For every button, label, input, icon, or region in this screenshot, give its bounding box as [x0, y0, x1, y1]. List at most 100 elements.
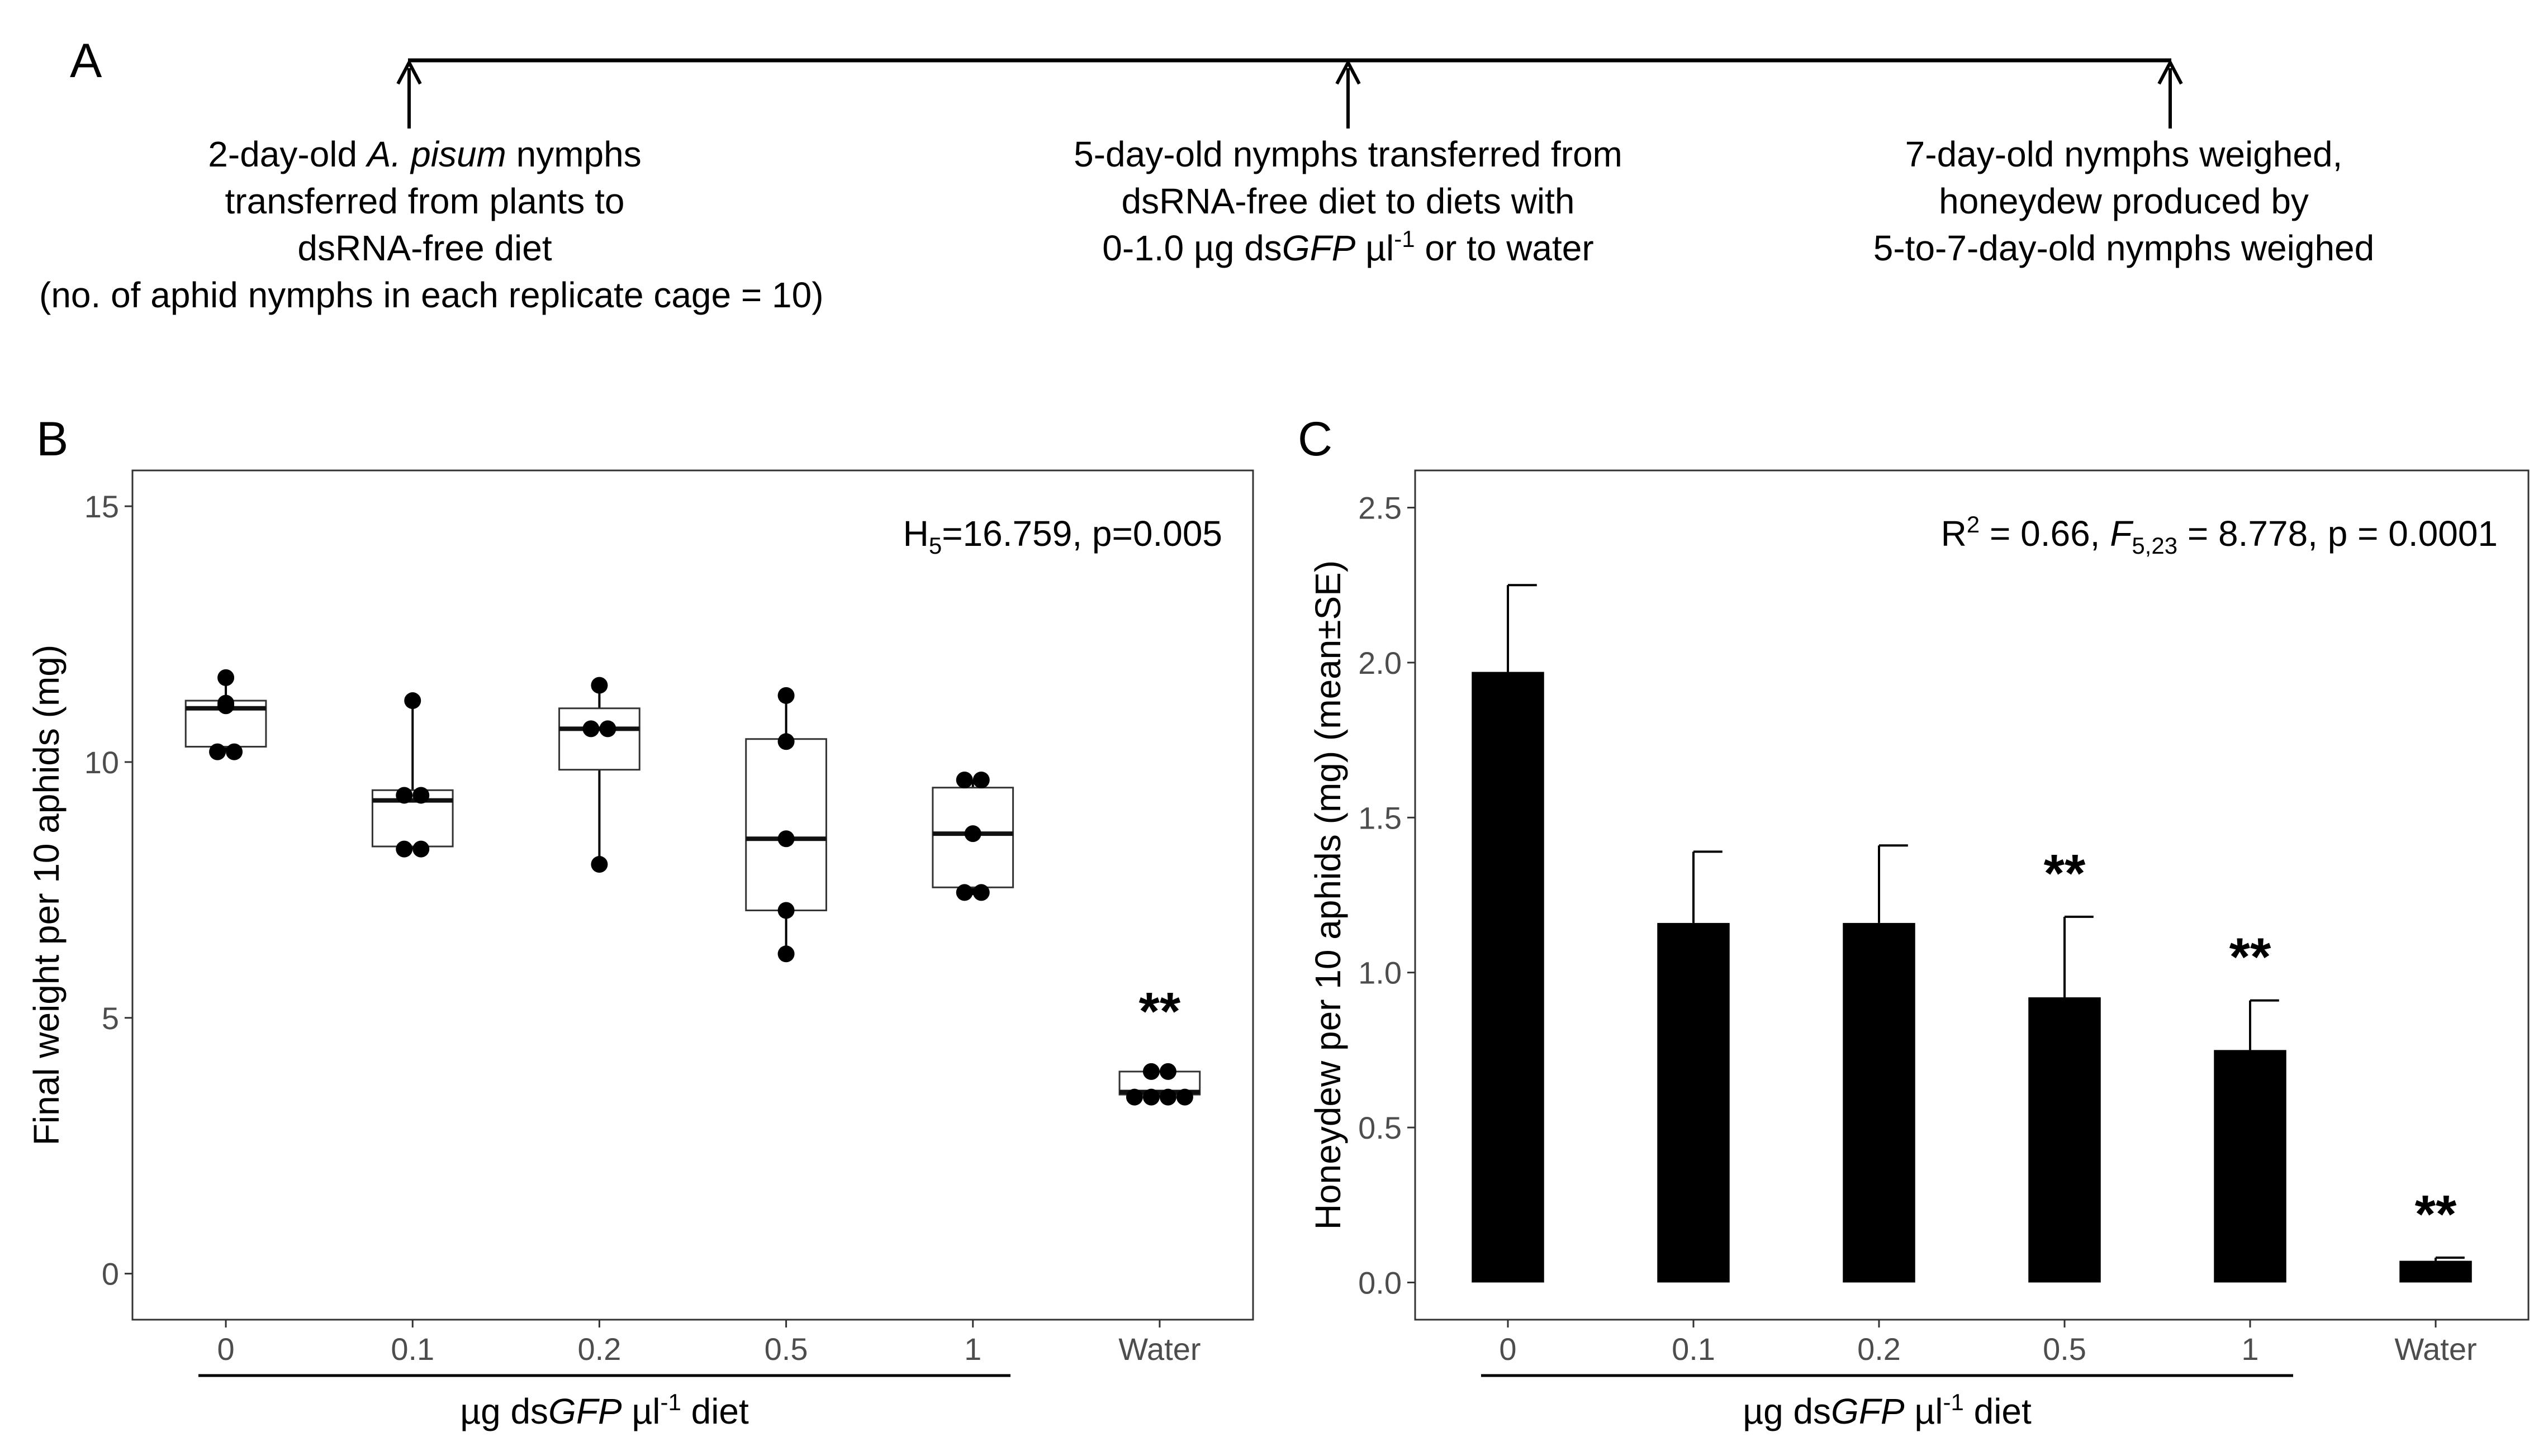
step-3-line-2: honeydew produced by — [1939, 181, 2309, 221]
x-axis-label: µg dsGFP µl-1 diet — [1743, 1389, 2032, 1431]
data-point — [591, 677, 608, 694]
x-tick-label: 0.5 — [2043, 1331, 2086, 1367]
significance-marker: ** — [2415, 1184, 2457, 1244]
x-tick-label: Water — [2394, 1331, 2476, 1367]
data-point — [777, 830, 795, 848]
step-3-line-1: 7-day-old nymphs weighed, — [1905, 134, 2343, 174]
y-tick-label: 1.5 — [1358, 800, 1402, 835]
y-axis-label: Final weight per 10 aphids (mg) — [26, 645, 67, 1145]
bar-1 — [2214, 1050, 2286, 1283]
panel-label: B — [36, 412, 68, 466]
data-point — [1126, 1088, 1143, 1106]
timeline-step-1-text: 2-day-old A. pisum nymphs transferred fro… — [39, 134, 824, 315]
y-tick-label: 15 — [84, 489, 119, 524]
data-point — [777, 687, 795, 704]
significance-marker: ** — [1139, 982, 1181, 1041]
x-axis-label: µg dsGFP µl-1 diet — [460, 1389, 749, 1431]
y-tick-label: 5 — [102, 1001, 119, 1036]
data-point — [1142, 1088, 1160, 1106]
stat-annotation: R2 = 0.66, F5,23 = 8.778, p = 0.0001 — [1941, 511, 2498, 559]
data-point — [777, 733, 795, 750]
bar-Water — [2399, 1260, 2472, 1283]
y-tick-label: 0.5 — [1358, 1110, 1402, 1145]
y-tick-label: 10 — [84, 745, 119, 780]
data-point — [1159, 1088, 1176, 1106]
step-2-line-2: dsRNA-free diet to diets with — [1122, 181, 1575, 221]
data-point — [582, 720, 600, 737]
stat-annotation: H5=16.759, p=0.005 — [903, 513, 1222, 559]
step-1-line-3: dsRNA-free diet — [297, 228, 552, 268]
y-axis-label: Honeydew per 10 aphids (mg) (mean±SE) — [1308, 560, 1348, 1230]
data-point — [209, 743, 226, 760]
data-point — [396, 840, 413, 858]
y-tick-label: 1.0 — [1358, 955, 1402, 991]
step-1-line-1: 2-day-old A. pisum nymphs — [208, 134, 641, 174]
bar-0.5 — [2028, 997, 2101, 1283]
data-point — [412, 787, 430, 804]
bar-0 — [1472, 672, 1544, 1283]
panel-label: C — [1298, 412, 1332, 466]
data-point — [226, 743, 243, 760]
data-point — [396, 787, 413, 804]
timeline-step-2-text: 5-day-old nymphs transferred from dsRNA-f… — [1074, 134, 1622, 268]
panel-c-barchart: C 0.0 0.5 1.0 1.5 2.0 2.5 0 0.1 0.2 0.5 1 Water Honey… — [1298, 412, 2530, 1431]
box-0.5 — [745, 687, 827, 963]
x-tick-label: 0.5 — [765, 1331, 808, 1367]
y-tick-label: 2.5 — [1358, 491, 1402, 526]
step-1-line-2: transferred from plants to — [225, 181, 625, 221]
data-point — [217, 697, 235, 715]
x-tick-label: Water — [1118, 1331, 1201, 1367]
panel-a: A 2-day-old A. pisum nymphs transferred f… — [39, 34, 2374, 315]
x-tick-label: 0 — [217, 1331, 235, 1367]
y-tick-label: 0.0 — [1358, 1265, 1402, 1300]
step-2-line-3: 0-1.0 µg dsGFP µl-1 or to water — [1102, 226, 1593, 268]
x-tick-label: 0.2 — [577, 1331, 621, 1367]
panel-a-label: A — [70, 34, 102, 88]
bar-0.2 — [1843, 922, 1915, 1283]
step-3-line-3: 5-to-7-day-old nymphs weighed — [1873, 228, 2374, 268]
box-iqr — [558, 707, 640, 771]
data-point — [956, 884, 973, 901]
step-2-line-1: 5-day-old nymphs transferred from — [1074, 134, 1622, 174]
x-tick-label: 0.2 — [1857, 1331, 1901, 1367]
timeline-arrow-2 — [1335, 59, 1361, 129]
timeline-arrow-1 — [396, 59, 422, 129]
significance-marker: ** — [2229, 927, 2271, 987]
data-point — [972, 884, 990, 901]
data-point — [1159, 1063, 1176, 1080]
x-tick-label: 0.1 — [1672, 1331, 1715, 1367]
x-tick-label: 1 — [2241, 1331, 2258, 1367]
box-0.2 — [558, 677, 640, 873]
box-0.1 — [371, 692, 454, 858]
box-iqr — [745, 738, 827, 911]
step-1-line-4: (no. of aphid nymphs in each replicate c… — [39, 275, 824, 315]
data-point — [1176, 1088, 1193, 1106]
significance-marker: ** — [2044, 844, 2086, 903]
data-point — [964, 825, 981, 843]
data-point — [972, 771, 990, 788]
data-point — [777, 902, 795, 919]
data-point — [1142, 1063, 1160, 1080]
bar-0.1 — [1657, 922, 1730, 1283]
plot-frame — [1414, 469, 2530, 1321]
box-0 — [184, 669, 267, 760]
data-point — [777, 945, 795, 963]
x-tick-label: 1 — [964, 1331, 981, 1367]
timeline-arrow-3 — [2157, 59, 2183, 129]
box-1 — [932, 771, 1014, 901]
timeline-step-3-text: 7-day-old nymphs weighed, honeydew produc… — [1873, 134, 2374, 268]
data-point — [591, 856, 608, 873]
data-point — [217, 669, 235, 686]
data-point — [599, 720, 616, 737]
data-point — [404, 692, 421, 710]
x-tick-label: 0.1 — [391, 1331, 434, 1367]
panel-b-boxplot: B 0 5 10 15 0 0.1 0.2 0.5 1 Water Final weight per … — [26, 412, 1254, 1431]
box-Water — [1118, 1063, 1201, 1106]
y-tick-label: 0 — [102, 1257, 119, 1292]
x-tick-label: 0 — [1499, 1331, 1516, 1367]
data-point — [412, 840, 430, 858]
y-tick-label: 2.0 — [1358, 645, 1402, 681]
data-point — [956, 771, 973, 788]
plot-frame — [131, 469, 1254, 1321]
